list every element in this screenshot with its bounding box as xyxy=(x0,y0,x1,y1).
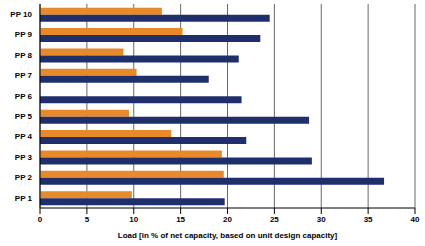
svg-text:Load [in % of net capacity, ba: Load [in % of net capacity, based on uni… xyxy=(118,231,338,240)
svg-text:PP 3: PP 3 xyxy=(15,153,33,162)
svg-text:PP 8: PP 8 xyxy=(15,51,33,60)
svg-text:0: 0 xyxy=(38,215,43,224)
svg-text:PP 9: PP 9 xyxy=(15,30,33,39)
svg-text:25: 25 xyxy=(270,215,279,224)
svg-text:PP 2: PP 2 xyxy=(15,173,33,182)
svg-text:40: 40 xyxy=(411,215,417,224)
svg-text:5: 5 xyxy=(85,215,90,224)
svg-text:20: 20 xyxy=(223,215,232,224)
svg-text:35: 35 xyxy=(364,215,373,224)
svg-text:PP 4: PP 4 xyxy=(15,132,33,141)
svg-text:10: 10 xyxy=(129,215,138,224)
svg-text:PP 10: PP 10 xyxy=(10,10,32,19)
svg-text:PP 6: PP 6 xyxy=(15,92,33,101)
svg-text:PP 7: PP 7 xyxy=(15,71,33,80)
svg-text:PP 5: PP 5 xyxy=(15,112,33,121)
svg-text:30: 30 xyxy=(317,215,326,224)
svg-text:15: 15 xyxy=(176,215,185,224)
svg-text:PP 1: PP 1 xyxy=(15,194,33,203)
